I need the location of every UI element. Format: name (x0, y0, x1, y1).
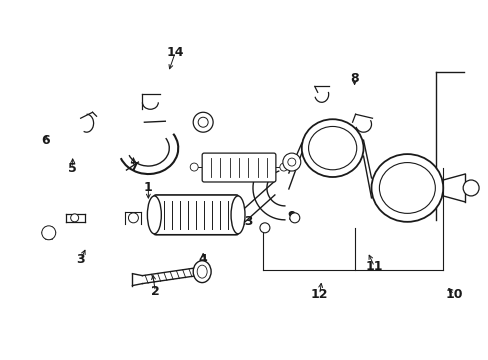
Text: 13: 13 (236, 215, 253, 228)
Text: 3: 3 (76, 253, 85, 266)
Text: 1: 1 (143, 181, 152, 194)
Ellipse shape (147, 196, 161, 234)
Text: 11: 11 (365, 260, 383, 273)
Text: 12: 12 (310, 288, 328, 301)
Text: 4: 4 (199, 253, 207, 266)
Ellipse shape (230, 196, 244, 234)
Circle shape (282, 153, 300, 171)
Text: 10: 10 (445, 288, 462, 301)
Circle shape (289, 213, 299, 223)
Ellipse shape (308, 126, 356, 170)
Circle shape (71, 214, 79, 222)
Circle shape (287, 158, 295, 166)
Text: 8: 8 (349, 72, 358, 85)
Circle shape (41, 226, 56, 240)
Circle shape (260, 223, 269, 233)
Ellipse shape (379, 163, 434, 213)
Ellipse shape (301, 119, 363, 177)
FancyBboxPatch shape (202, 153, 275, 182)
Text: 6: 6 (41, 134, 50, 147)
Ellipse shape (197, 265, 207, 278)
Text: 5: 5 (68, 162, 77, 175)
Text: 9: 9 (287, 210, 296, 223)
Circle shape (462, 180, 478, 196)
Circle shape (279, 163, 287, 171)
Ellipse shape (371, 154, 442, 222)
Ellipse shape (193, 261, 211, 283)
Circle shape (190, 163, 198, 171)
FancyBboxPatch shape (153, 195, 239, 235)
Circle shape (193, 112, 213, 132)
Text: 7: 7 (129, 161, 138, 174)
Circle shape (128, 213, 138, 223)
Text: 2: 2 (151, 285, 160, 298)
Text: 14: 14 (166, 46, 183, 59)
Circle shape (198, 117, 208, 127)
